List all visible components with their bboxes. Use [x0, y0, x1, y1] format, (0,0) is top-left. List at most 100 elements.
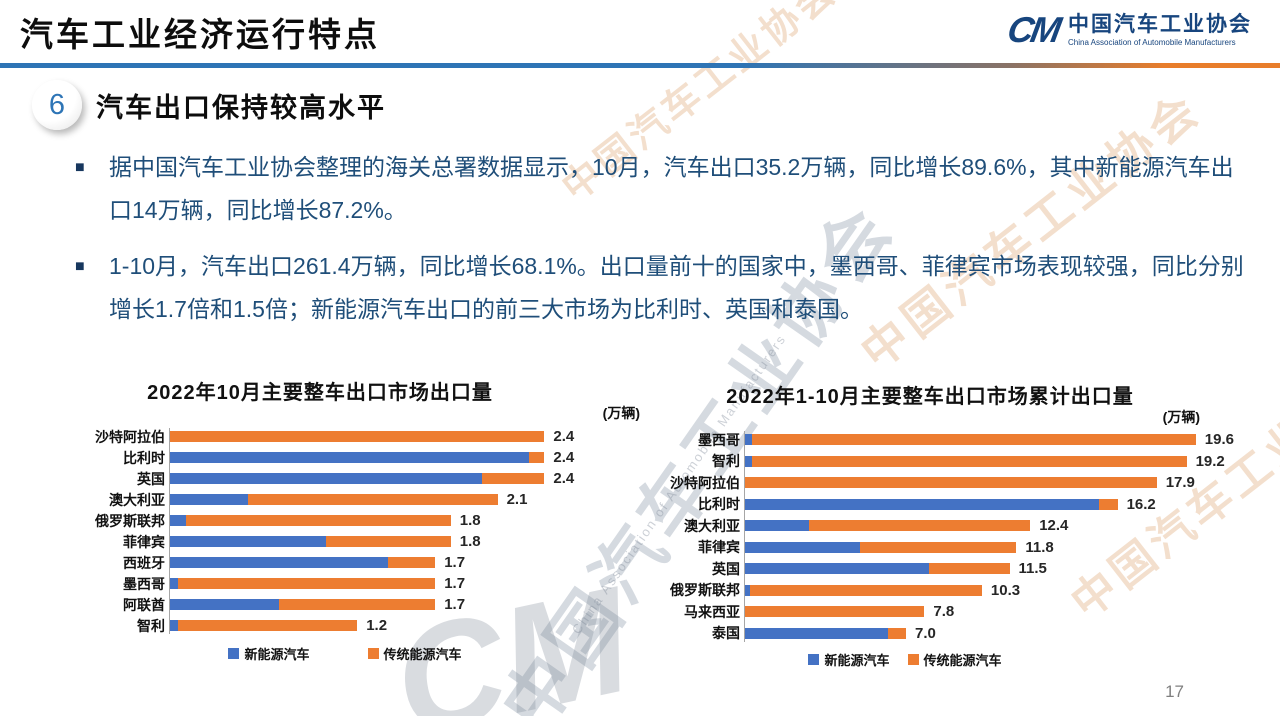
bar-segment-nev	[170, 578, 178, 589]
bar-track: 2.1	[170, 491, 645, 508]
legend-item: 新能源汽车	[808, 650, 890, 669]
value-label: 1.8	[459, 512, 481, 529]
legend-label: 新能源汽车	[824, 653, 890, 668]
value-label: 1.7	[444, 596, 466, 613]
chart-unit-label: (万辆)	[602, 405, 640, 421]
bar-segment-nev	[170, 557, 389, 568]
category-label: 沙特阿拉伯	[95, 428, 165, 445]
category-label: 比利时	[123, 449, 165, 466]
chart-row: 俄罗斯联邦 10.3	[660, 580, 1260, 602]
chart-row: 比利时 16.2	[660, 494, 1260, 516]
value-label: 1.8	[459, 533, 481, 550]
bar-segment-traditional	[929, 563, 1010, 575]
category-label: 菲律宾	[123, 533, 165, 550]
category-label: 智利	[712, 453, 740, 470]
category-label: 墨西哥	[123, 575, 165, 592]
bar-track: 1.7	[170, 596, 645, 613]
bar-track: 1.7	[170, 554, 645, 571]
chart-october-exports: 2022年10月主要整车出口市场出口量 (万辆) 沙特阿拉伯 2.4 比利时 2.4 英…	[85, 376, 645, 663]
legend-item: 传统能源汽车	[367, 644, 462, 663]
chart-title: 2022年10月主要整车出口市场出口量	[147, 382, 493, 404]
chart-row: 比利时 2.4	[85, 447, 645, 468]
value-label: 1.2	[366, 617, 388, 634]
legend-label: 传统能源汽车	[923, 653, 1002, 668]
value-label: 10.3	[990, 581, 1021, 599]
chart-rows: 沙特阿拉伯 2.4 比利时 2.4 英国 2.4 澳大利亚 2.1 俄罗斯联邦 1.8 菲律宾 1.8…	[85, 426, 645, 636]
caam-logo-name-en: China Association of Automobile Manufact…	[1068, 37, 1236, 47]
legend-swatch	[367, 648, 379, 659]
bar-segment-nev	[745, 434, 752, 446]
bar-track: 1.8	[170, 533, 645, 550]
chart-legend: 新能源汽车 传统能源汽车	[660, 650, 1260, 669]
chart-row: 沙特阿拉伯 17.9	[660, 472, 1260, 494]
legend-label: 传统能源汽车	[383, 647, 462, 662]
bar-segment-traditional	[749, 584, 982, 596]
category-label: 比利时	[698, 496, 740, 513]
bar-segment-nev	[170, 620, 178, 631]
bar-segment-traditional	[745, 606, 925, 618]
bar-track: 16.2	[745, 496, 1260, 513]
bar-track: 11.8	[745, 539, 1260, 556]
page-number: 17	[1165, 682, 1184, 701]
legend-item: 传统能源汽车	[907, 650, 1002, 669]
value-label: 19.2	[1195, 452, 1225, 470]
chart-row: 英国 2.4	[85, 468, 645, 489]
bar-track: 1.7	[170, 575, 645, 592]
value-label: 12.4	[1039, 517, 1069, 535]
caam-logo-mark-icon: CM	[1004, 9, 1062, 50]
bar-segment-traditional	[185, 515, 451, 526]
bar-segment-traditional	[326, 536, 451, 547]
bar-segment-nev	[745, 541, 860, 553]
bar-track: 2.4	[170, 470, 645, 487]
bar-segment-traditional	[860, 541, 1017, 553]
chart-legend: 新能源汽车 传统能源汽车	[85, 644, 645, 663]
chart-axis	[744, 431, 745, 642]
bar-segment-traditional	[751, 434, 1196, 446]
chart-unit-label: (万辆)	[1162, 409, 1200, 425]
category-label: 墨西哥	[698, 431, 740, 448]
chart-row: 墨西哥 1.7	[85, 573, 645, 594]
legend-label: 新能源汽车	[244, 647, 310, 662]
chart-row: 澳大利亚 2.1	[85, 489, 645, 510]
bar-segment-traditional	[887, 627, 906, 639]
bar-segment-traditional	[170, 431, 545, 442]
bullet-text: 1-10月，汽车出口261.4万辆，同比增长68.1%。出口量前十的国家中，墨西…	[109, 253, 1244, 322]
category-label: 澳大利亚	[109, 491, 165, 508]
value-label: 16.2	[1126, 495, 1156, 513]
chart-row: 菲律宾 11.8	[660, 537, 1260, 559]
page-title: 汽车工业经济运行特点	[20, 16, 380, 53]
category-label: 澳大利亚	[684, 517, 740, 534]
bar-track: 1.2	[170, 617, 645, 634]
bar-segment-traditional	[177, 620, 358, 631]
value-label: 2.4	[553, 470, 575, 487]
bar-segment-traditional	[482, 473, 545, 484]
bar-segment-nev	[170, 515, 186, 526]
chart-rows: 墨西哥 19.6 智利 19.2 沙特阿拉伯 17.9 比利时 16.2 澳大利亚 12.4 菲律宾…	[660, 429, 1260, 644]
category-label: 沙特阿拉伯	[670, 474, 740, 491]
bar-segment-nev	[170, 452, 529, 463]
chart-cumulative-exports: 2022年1-10月主要整车出口市场累计出口量 (万辆) 墨西哥 19.6 智利 19…	[660, 380, 1260, 669]
bar-segment-traditional	[751, 455, 1187, 467]
value-label: 2.4	[553, 449, 575, 466]
chart-row: 墨西哥 19.6	[660, 429, 1260, 451]
chart-row: 沙特阿拉伯 2.4	[85, 426, 645, 447]
bar-track: 2.4	[170, 449, 645, 466]
bar-segment-nev	[170, 494, 248, 505]
bar-segment-nev	[745, 520, 810, 532]
bar-segment-traditional	[248, 494, 498, 505]
value-label: 7.8	[933, 603, 955, 621]
bar-segment-nev	[745, 627, 888, 639]
bullet-text: 据中国汽车工业协会整理的海关总署数据显示，10月，汽车出口35.2万辆，同比增长…	[109, 154, 1234, 223]
section-number: 6	[48, 88, 66, 121]
category-label: 阿联酋	[123, 596, 165, 613]
bar-track: 1.8	[170, 512, 645, 529]
chart-row: 俄罗斯联邦 1.8	[85, 510, 645, 531]
category-label: 菲律宾	[698, 539, 740, 556]
bar-segment-nev	[745, 498, 1100, 510]
bar-track: 19.6	[745, 431, 1260, 448]
bullet-marker: ■	[75, 258, 85, 275]
bar-track: 17.9	[745, 474, 1260, 491]
category-label: 英国	[137, 470, 165, 487]
value-label: 11.8	[1025, 538, 1054, 556]
